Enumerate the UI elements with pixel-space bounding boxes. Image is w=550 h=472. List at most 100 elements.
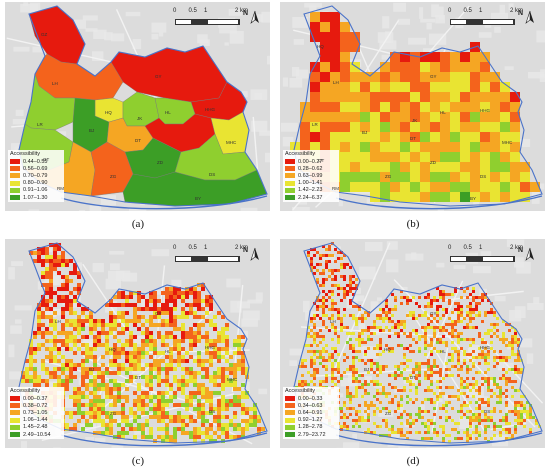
grid-cell [73,271,77,275]
grid-cell [388,383,391,386]
grid-cell [346,368,349,371]
grid-cell [121,315,125,319]
grid-cell [313,374,316,377]
district-label: GY [430,311,437,316]
grid-cell [41,263,45,267]
grid-cell [319,284,322,287]
grid-cell [331,299,334,302]
grid-cell [307,335,310,338]
grid-cell [493,434,496,437]
grid-cell [439,386,442,389]
legend-swatch [10,159,20,165]
grid-cell [466,353,469,356]
grid-cell [205,339,209,343]
grid-cell [487,329,490,332]
grid-cell [454,395,457,398]
grid-cell [460,162,470,172]
grid-cell [189,343,193,347]
grid-cell [460,380,463,383]
grid-cell [149,339,153,343]
legend-item: 0.70–0.79 [10,172,62,179]
grid-cell [133,319,137,323]
grid-cell [97,407,101,411]
grid-cell [385,395,388,398]
grid-cell [460,320,463,323]
grid-cell [493,377,496,380]
grid-cell [221,395,225,399]
scale-tick-label: 0.5 [463,245,472,251]
grid-cell [165,287,169,291]
grid-cell [373,362,376,365]
grid-cell [161,319,165,323]
grid-cell [390,182,400,192]
grid-cell [153,359,157,363]
grid-cell [133,307,137,311]
grid-cell [358,350,361,353]
grid-cell [454,323,457,326]
grid-cell [81,427,85,431]
grid-cell [355,368,358,371]
grid-cell [61,331,65,335]
grid-cell [380,162,390,172]
grid-cell [496,383,499,386]
grid-cell [450,72,460,82]
grid-cell [225,379,229,383]
grid-cell [241,391,245,395]
grid-cell [450,132,460,142]
grid-cell [457,422,460,425]
grid-cell [93,395,97,399]
grid-cell [65,387,69,391]
grid-cell [400,296,403,299]
grid-cell [133,415,137,419]
grid-cell [500,112,510,122]
grid-cell [73,427,77,431]
grid-cell [133,351,137,355]
district-label: HL [440,110,446,115]
grid-cell [89,379,93,383]
grid-cell [197,407,201,411]
grid-cell [225,323,229,327]
grid-cell [410,62,420,72]
scale-bar-segments [450,256,515,262]
grid-cell [478,398,481,401]
grid-cell [193,419,197,423]
grid-cell [109,359,113,363]
grid-cell [221,331,225,335]
grid-cell [109,319,113,323]
legend-swatch [10,403,20,409]
grid-cell [385,311,388,314]
grid-cell [121,427,125,431]
grid-cell [330,112,340,122]
grid-cell [304,359,307,362]
grid-cell [249,419,253,423]
grid-cell [340,162,350,172]
grid-cell [169,287,173,291]
grid-cell [133,363,137,367]
grid-cell [454,329,457,332]
grid-cell [316,299,319,302]
grid-cell [385,392,388,395]
grid-cell [418,407,421,410]
grid-cell [301,362,304,365]
grid-cell [213,347,217,351]
grid-cell [245,395,249,399]
grid-cell [331,269,334,272]
grid-cell [81,367,85,371]
grid-cell [113,355,117,359]
grid-cell [245,411,249,415]
grid-cell [331,284,334,287]
grid-cell [490,152,500,162]
grid-cell [221,327,225,331]
grid-cell [406,299,409,302]
grid-cell [145,363,149,367]
grid-cell [433,329,436,332]
grid-cell [177,403,181,407]
grid-cell [101,319,105,323]
grid-cell [472,341,475,344]
grid-cell [310,362,313,365]
grid-cell [352,281,355,284]
grid-cell [523,425,526,428]
grid-cell [241,427,245,431]
grid-cell [177,287,181,291]
grid-cell [406,422,409,425]
